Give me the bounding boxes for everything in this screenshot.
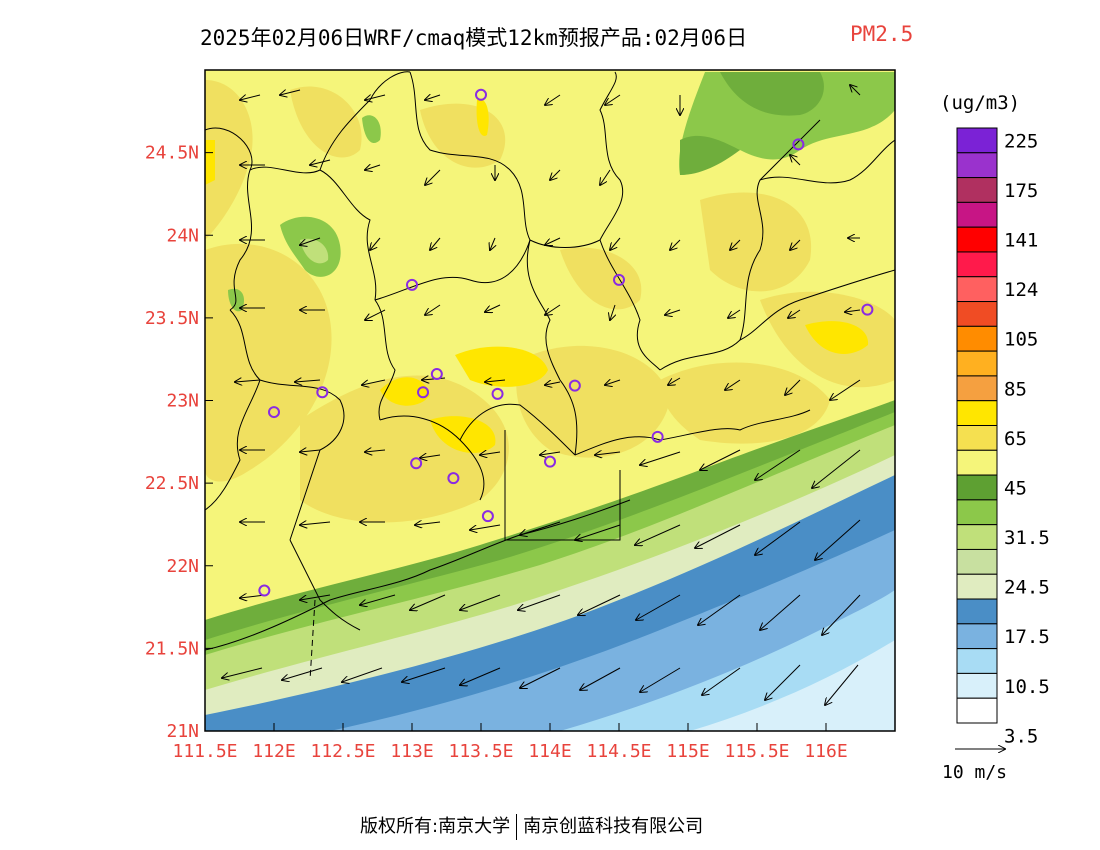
lon-tick-label: 113E: [390, 741, 433, 762]
copyright-footer: 版权所有:南京大学 南京创蓝科技有限公司: [360, 812, 703, 840]
station-marker: [410, 457, 423, 470]
wind-vectors: [222, 85, 861, 705]
lon-tick-label: 114.5E: [586, 741, 651, 762]
lat-tick-label: 21.5N: [145, 638, 199, 659]
colorbar-label: 105: [1004, 329, 1038, 351]
colorbar-label: 3.5: [1004, 725, 1038, 747]
station-marker: [491, 387, 504, 400]
lon-tick-label: 115E: [666, 741, 709, 762]
lat-tick-label: 24N: [166, 225, 199, 246]
colorbar-swatch: [956, 425, 998, 451]
station-marker: [417, 386, 430, 399]
lon-tick-label: 113.5E: [448, 741, 513, 762]
colorbar: 225 175 141 124 105 85 65 45 31.5 24.5 17.5 10.5 3.5: [956, 127, 1050, 747]
colorbar-swatch: [956, 152, 998, 179]
lon-tick-label: 111.5E: [172, 741, 237, 762]
station-marker: [861, 303, 874, 316]
colorbar-swatch: [956, 127, 998, 154]
station-marker: [258, 584, 271, 597]
colorbar-swatch: [956, 301, 998, 327]
colorbar-swatch: [956, 375, 998, 402]
colorbar-swatch: [956, 524, 998, 550]
lat-tick-label: 23N: [166, 391, 199, 412]
title-bar: 2025年02月06日WRF/cmaq模式12km预报产品:02月06日 PM2…: [0, 22, 1100, 52]
colorbar-label: 10.5: [1004, 676, 1050, 698]
pollutant-label: PM2.5: [850, 22, 914, 46]
colorbar-label: 45: [1004, 477, 1027, 499]
colorbar-swatch: [956, 201, 998, 228]
footer-divider: [516, 814, 518, 840]
station-marker: [613, 273, 625, 286]
colorbar-swatch: [956, 623, 998, 650]
colorbar-label: 17.5: [1004, 626, 1050, 648]
colorbar-swatch: [956, 598, 998, 625]
lon-tick-label: 112.5E: [310, 741, 375, 762]
wind-reference-label: 10 m/s: [942, 762, 1008, 783]
colorbar-swatch: [956, 350, 998, 377]
station-marker: [447, 472, 460, 485]
station-marker: [481, 510, 494, 523]
colorbar-label: 225: [1004, 130, 1038, 152]
colorbar-swatch: [956, 697, 998, 724]
station-marker: [406, 278, 418, 291]
map-title: 2025年02月06日WRF/cmaq模式12km预报产品:02月06日: [200, 26, 748, 50]
colorbar-label: 141: [1004, 230, 1038, 252]
colorbar-swatch: [956, 276, 998, 303]
lat-tick-label: 21N: [166, 721, 199, 742]
colorbar-swatch: [956, 226, 998, 253]
colorbar-swatch: [956, 573, 998, 600]
station-marker: [475, 88, 487, 101]
colorbar-label: 24.5: [1004, 577, 1050, 599]
lat-tick-label: 23.5N: [145, 308, 199, 329]
colorbar-label: 85: [1004, 378, 1027, 400]
copyright-company: 南京创蓝科技有限公司: [523, 816, 704, 837]
station-marker: [568, 379, 581, 392]
lon-tick-label: 115.5E: [724, 741, 789, 762]
colorbar-swatch: [956, 499, 998, 526]
longitude-axis: 111.5E 112E 112.5E 113E 113.5E 114E 114.5E 115E…: [172, 723, 848, 762]
station-marker: [268, 406, 280, 419]
colorbar-label: 175: [1004, 180, 1038, 202]
lon-tick-label: 112E: [252, 741, 295, 762]
colorbar-label: 124: [1004, 279, 1038, 301]
station-marker: [792, 138, 805, 151]
colorbar-units: (ug/m3): [940, 92, 1021, 114]
latitude-axis: 24.5N 24N 23.5N 23N 22.5N 22N 21.5N 21N: [145, 143, 213, 742]
colorbar-swatch: [956, 648, 998, 674]
colorbar-swatch: [956, 548, 998, 575]
colorbar-swatch: [956, 474, 998, 501]
admin-boundaries: [205, 71, 895, 631]
lat-tick-label: 22.5N: [145, 473, 199, 494]
lon-tick-label: 114E: [528, 741, 571, 762]
colorbar-swatch: [956, 449, 998, 476]
station-marker: [430, 368, 443, 381]
lat-tick-label: 24.5N: [145, 143, 199, 164]
colorbar-swatch: [956, 251, 998, 278]
colorbar-swatch: [956, 177, 998, 203]
station-marker: [651, 430, 664, 443]
colorbar-label: 31.5: [1004, 527, 1050, 549]
colorbar-swatch: [956, 325, 998, 352]
concentration-field: [205, 70, 895, 731]
lat-tick-label: 22N: [166, 556, 199, 577]
colorbar-label: 65: [1004, 428, 1027, 450]
station-marker: [544, 455, 556, 468]
colorbar-swatch: [956, 672, 998, 699]
lon-tick-label: 116E: [804, 741, 847, 762]
monitoring-stations: [258, 88, 874, 597]
station-marker: [316, 386, 329, 399]
colorbar-swatch: [956, 400, 998, 427]
copyright-holder: 版权所有:南京大学: [360, 816, 511, 837]
